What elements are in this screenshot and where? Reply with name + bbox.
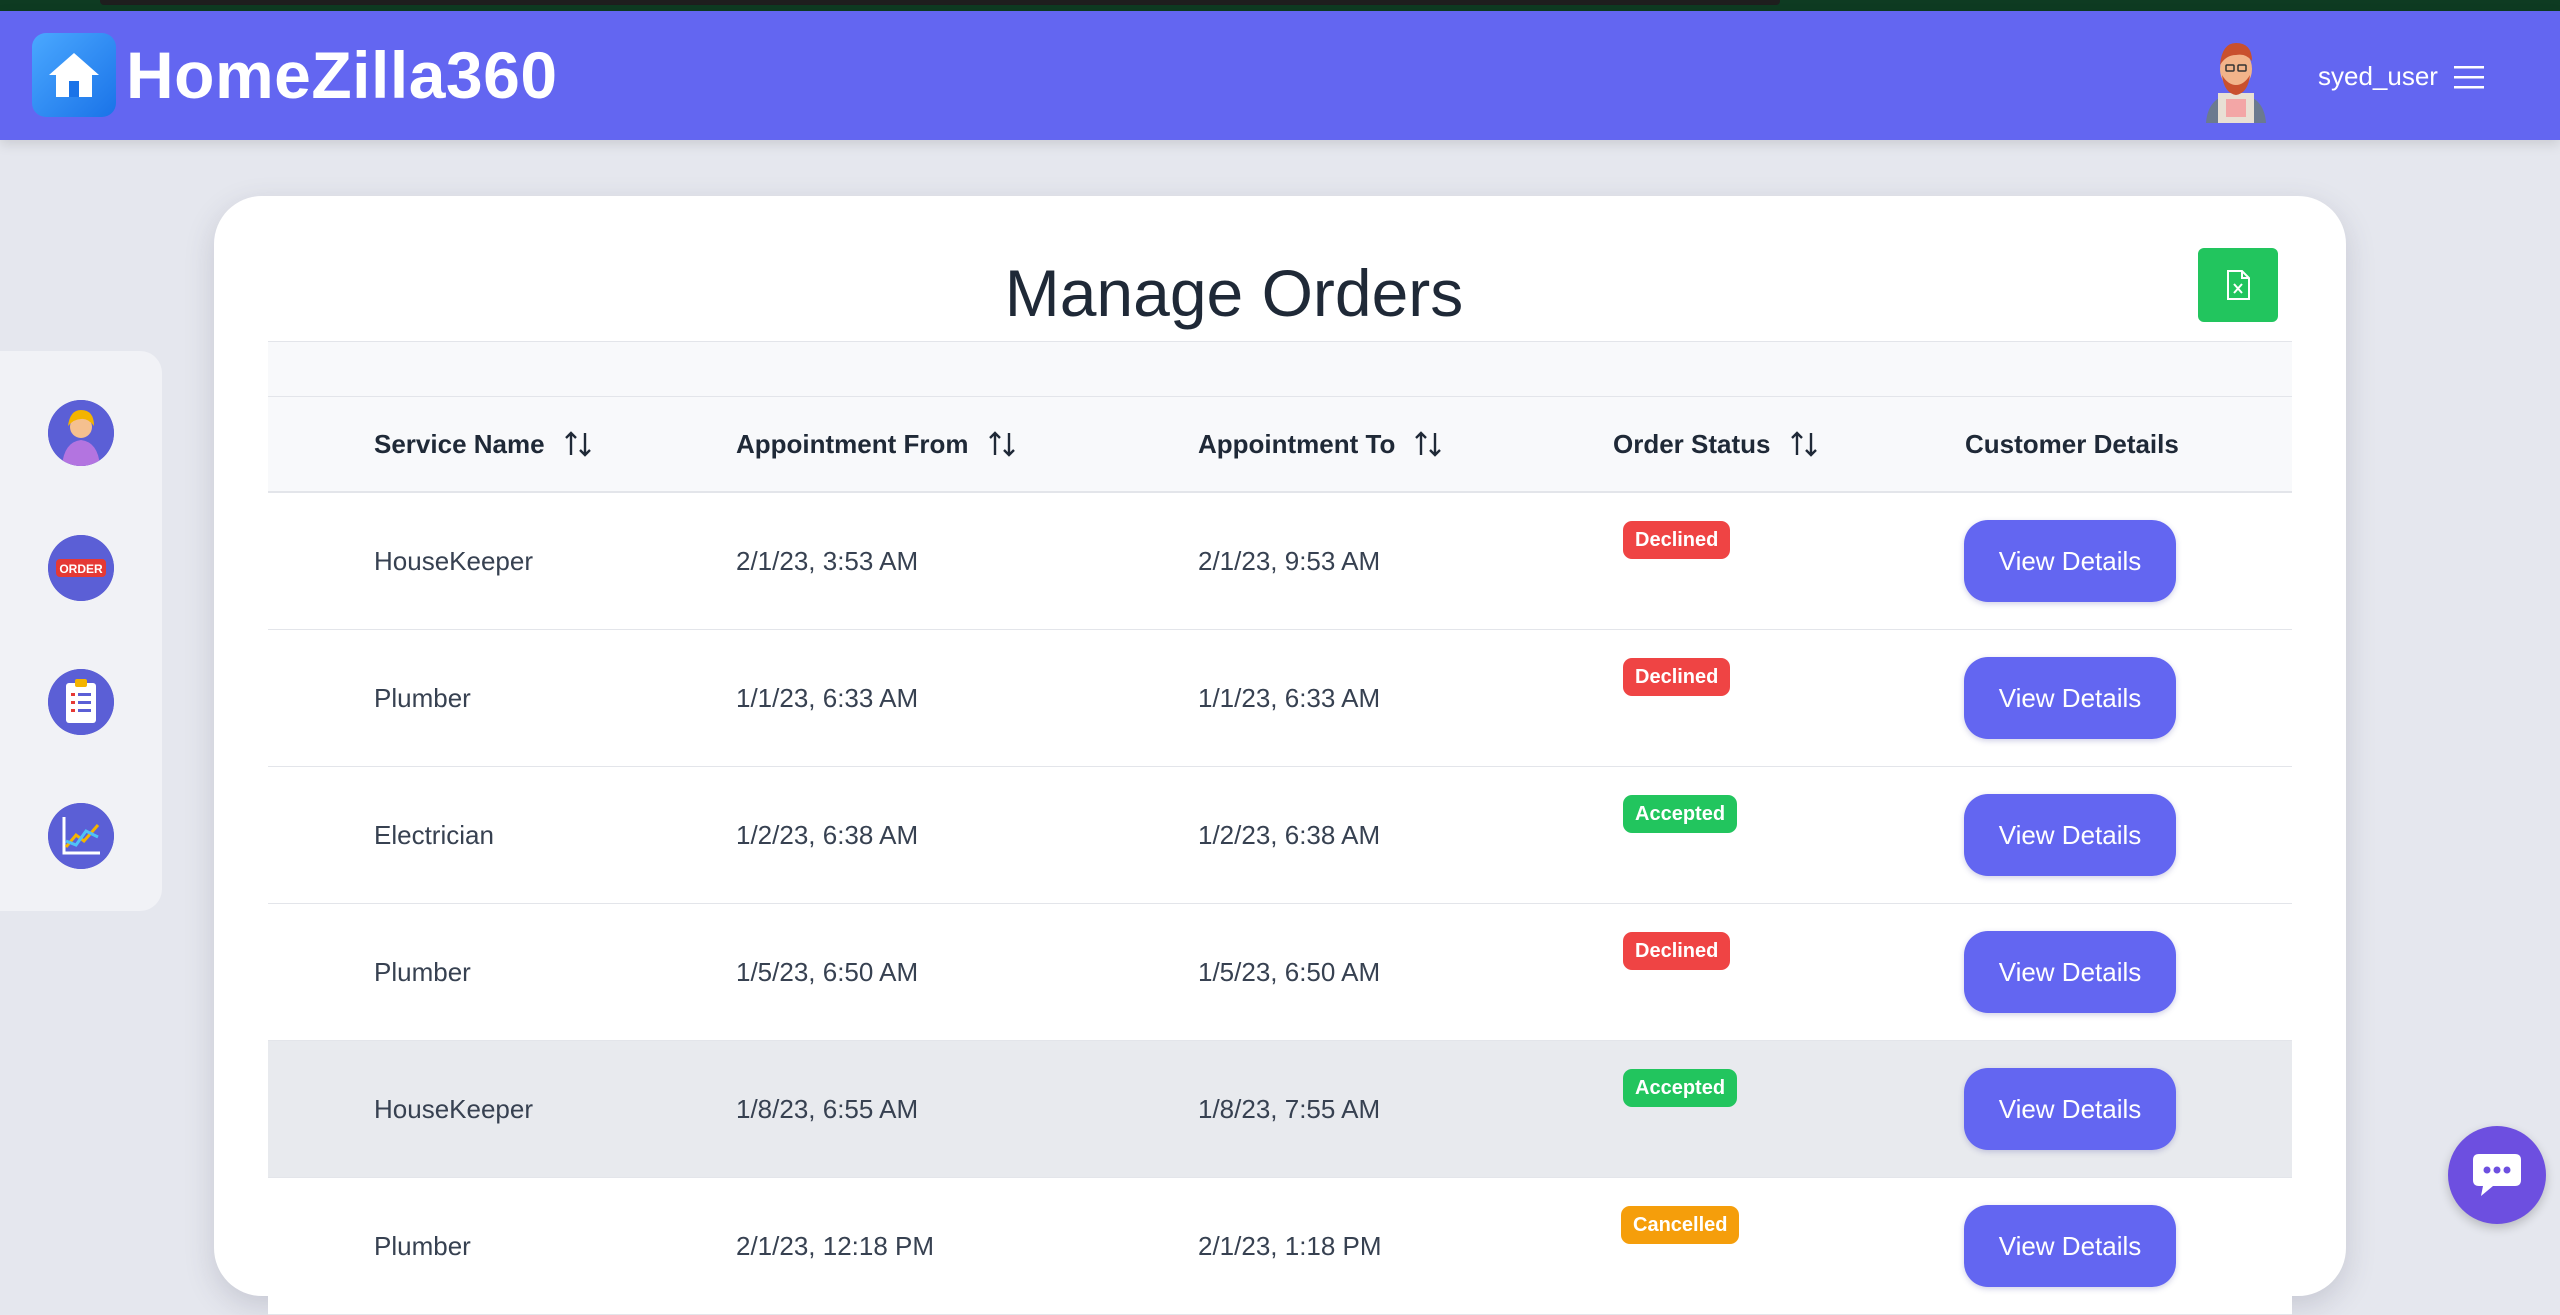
- table-header: Service Name Appointment From Appointmen…: [268, 397, 2292, 493]
- hamburger-menu-icon[interactable]: [2454, 64, 2484, 90]
- sort-icon[interactable]: [1413, 429, 1443, 459]
- cell-appointment-to: 1/2/23, 6:38 AM: [1198, 819, 1381, 850]
- table-row: Plumber 2/1/23, 12:18 PM 2/1/23, 1:18 PM…: [268, 1178, 2292, 1315]
- profile-icon[interactable]: [48, 400, 114, 466]
- table-row: HouseKeeper 2/1/23, 3:53 AM 2/1/23, 9:53…: [268, 493, 2292, 630]
- header-service-name[interactable]: Service Name: [374, 397, 593, 491]
- cell-service: Plumber: [374, 1230, 471, 1261]
- cell-appointment-from: 1/2/23, 6:38 AM: [736, 819, 919, 850]
- header-appointment-from-label: Appointment From: [736, 428, 969, 459]
- home-logo-icon[interactable]: [32, 33, 116, 117]
- status-badge: Declined: [1623, 932, 1731, 970]
- order-icon-label: ORDER: [59, 562, 103, 576]
- sort-icon[interactable]: [563, 429, 593, 459]
- cell-service: HouseKeeper: [374, 545, 533, 576]
- cell-service: Plumber: [374, 682, 471, 713]
- view-details-button[interactable]: View Details: [1964, 931, 2176, 1013]
- view-details-button[interactable]: View Details: [1964, 794, 2176, 876]
- cell-appointment-to: 1/8/23, 7:55 AM: [1198, 1093, 1381, 1124]
- header-order-status[interactable]: Order Status: [1613, 397, 1819, 491]
- header-customer-details-label: Customer Details: [1965, 428, 2179, 459]
- cell-appointment-to: 1/5/23, 6:50 AM: [1198, 956, 1381, 987]
- browser-top-strip: [0, 0, 2560, 11]
- header-appointment-to[interactable]: Appointment To: [1198, 397, 1443, 491]
- orders-table: Service Name Appointment From Appointmen…: [268, 341, 2292, 1315]
- brand-name[interactable]: HomeZilla360: [126, 38, 558, 112]
- header-order-status-label: Order Status: [1613, 428, 1771, 459]
- order-icon[interactable]: ORDER: [48, 535, 114, 601]
- sidebar: ORDER: [0, 351, 162, 911]
- view-details-button[interactable]: View Details: [1964, 520, 2176, 602]
- cell-service: HouseKeeper: [374, 1093, 533, 1124]
- header-appointment-to-label: Appointment To: [1198, 428, 1396, 459]
- clipboard-icon[interactable]: [48, 669, 114, 735]
- cell-appointment-from: 2/1/23, 3:53 AM: [736, 545, 919, 576]
- table-row: Plumber 1/1/23, 6:33 AM 1/1/23, 6:33 AM …: [268, 630, 2292, 767]
- chart-icon[interactable]: [48, 803, 114, 869]
- page-title: Manage Orders: [1004, 256, 1464, 330]
- cell-appointment-from: 2/1/23, 12:18 PM: [736, 1230, 935, 1261]
- chat-button[interactable]: [2448, 1126, 2546, 1224]
- view-details-button[interactable]: View Details: [1964, 1068, 2176, 1150]
- cell-appointment-from: 1/5/23, 6:50 AM: [736, 956, 919, 987]
- status-badge: Accepted: [1623, 1069, 1738, 1107]
- cell-appointment-from: 1/8/23, 6:55 AM: [736, 1093, 919, 1124]
- cell-service: Plumber: [374, 956, 471, 987]
- header-appointment-from[interactable]: Appointment From: [736, 397, 1017, 491]
- sort-icon[interactable]: [1789, 429, 1819, 459]
- table-row: Plumber 1/5/23, 6:50 AM 1/5/23, 6:50 AM …: [268, 904, 2292, 1041]
- table-row: HouseKeeper 1/8/23, 6:55 AM 1/8/23, 7:55…: [268, 1041, 2292, 1178]
- cell-appointment-to: 2/1/23, 1:18 PM: [1198, 1230, 1382, 1261]
- cell-appointment-from: 1/1/23, 6:33 AM: [736, 682, 919, 713]
- view-details-button[interactable]: View Details: [1964, 1205, 2176, 1287]
- status-badge: Cancelled: [1621, 1206, 1740, 1244]
- status-badge: Declined: [1623, 521, 1731, 559]
- app-header: HomeZilla360 syed_user: [0, 11, 2560, 140]
- cell-appointment-to: 1/1/23, 6:33 AM: [1198, 682, 1381, 713]
- status-badge: Accepted: [1623, 795, 1738, 833]
- top-strip-bar: [100, 0, 1780, 5]
- export-excel-button[interactable]: [2198, 248, 2278, 322]
- cell-appointment-to: 2/1/23, 9:53 AM: [1198, 545, 1381, 576]
- username[interactable]: syed_user: [2318, 61, 2438, 91]
- view-details-button[interactable]: View Details: [1964, 657, 2176, 739]
- cell-service: Electrician: [374, 819, 494, 850]
- header-customer-details: Customer Details: [1965, 397, 2179, 491]
- chat-icon: [2473, 1154, 2521, 1196]
- table-filter-row: [268, 341, 2292, 397]
- table-row: Electrician 1/2/23, 6:38 AM 1/2/23, 6:38…: [268, 767, 2292, 904]
- excel-file-icon: [2227, 270, 2250, 300]
- user-avatar[interactable]: [2196, 35, 2276, 123]
- sort-icon[interactable]: [987, 429, 1017, 459]
- header-service-name-label: Service Name: [374, 428, 545, 459]
- status-badge: Declined: [1623, 658, 1731, 696]
